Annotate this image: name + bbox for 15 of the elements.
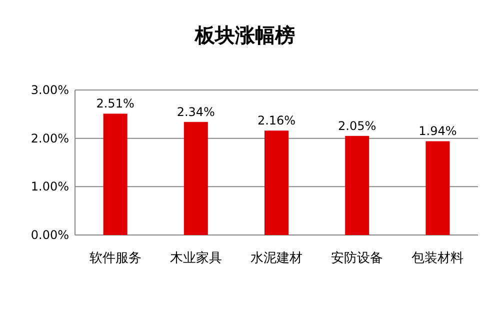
y-tick-label: 3.00% [30, 83, 69, 97]
data-label: 2.16% [257, 114, 296, 128]
data-label: 2.05% [338, 118, 376, 133]
y-tick-label: 2.00% [30, 131, 69, 146]
x-tick-label: 安防设备 [331, 250, 384, 266]
data-label: 1.94% [418, 124, 457, 138]
x-tick-label: 水泥建材 [250, 251, 302, 266]
x-tick-label: 包装材料 [412, 251, 464, 266]
data-label: 2.34% [176, 104, 215, 119]
y-tick-label: 1.00% [30, 180, 69, 194]
y-tick-label: 0.00% [30, 228, 69, 242]
title: 板块涨幅榜 [195, 23, 295, 47]
x-tick-label: 木业家具 [170, 250, 222, 266]
x-tick-label: 软件服务 [89, 251, 142, 266]
data-label: 2.51% [96, 96, 134, 111]
